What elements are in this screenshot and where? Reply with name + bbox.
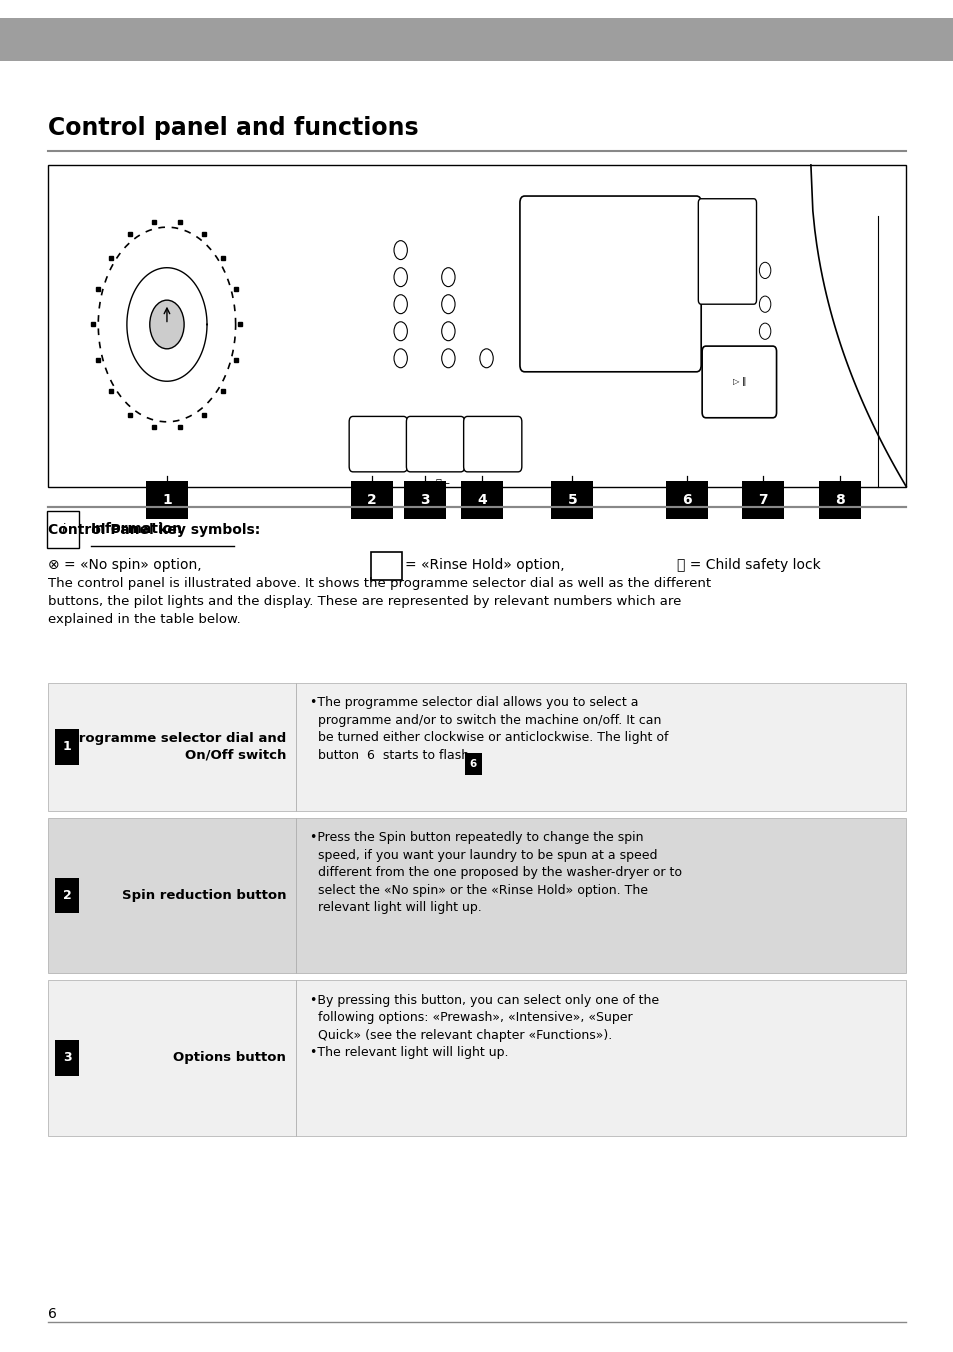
Text: Spin reduction button: Spin reduction button <box>122 890 286 902</box>
FancyBboxPatch shape <box>295 980 905 1136</box>
Text: The control panel is illustrated above. It shows the programme selector dial as : The control panel is illustrated above. … <box>48 577 710 626</box>
Text: Control panel and functions: Control panel and functions <box>48 116 417 141</box>
Text: 8: 8 <box>834 493 843 507</box>
FancyBboxPatch shape <box>48 165 905 487</box>
Text: 2: 2 <box>367 493 376 507</box>
FancyBboxPatch shape <box>551 481 593 519</box>
Text: 1: 1 <box>63 741 71 753</box>
Circle shape <box>479 349 493 368</box>
Text: 7: 7 <box>758 493 767 507</box>
FancyBboxPatch shape <box>349 416 407 472</box>
Text: Information: Information <box>91 522 183 537</box>
Text: 2: 2 <box>63 890 71 902</box>
Circle shape <box>441 268 455 287</box>
FancyBboxPatch shape <box>48 818 295 973</box>
FancyBboxPatch shape <box>460 481 502 519</box>
FancyBboxPatch shape <box>0 18 953 61</box>
FancyBboxPatch shape <box>701 346 776 418</box>
Text: 6: 6 <box>469 758 476 769</box>
FancyBboxPatch shape <box>295 683 905 811</box>
Circle shape <box>394 349 407 368</box>
Text: i: i <box>61 523 65 535</box>
Text: •By pressing this button, you can select only one of the
  following options: «P: •By pressing this button, you can select… <box>310 994 659 1059</box>
FancyBboxPatch shape <box>818 481 860 519</box>
Circle shape <box>394 268 407 287</box>
Text: 6: 6 <box>681 493 691 507</box>
FancyBboxPatch shape <box>48 683 295 811</box>
Circle shape <box>394 322 407 341</box>
Circle shape <box>759 296 770 312</box>
Text: •Press the Spin button repeatedly to change the spin
  speed, if you want your l: •Press the Spin button repeatedly to cha… <box>310 831 681 914</box>
Circle shape <box>759 323 770 339</box>
FancyBboxPatch shape <box>519 196 700 372</box>
Circle shape <box>394 241 407 260</box>
Text: Options button: Options button <box>173 1052 286 1064</box>
FancyBboxPatch shape <box>55 879 79 914</box>
Circle shape <box>441 322 455 341</box>
Text: 3: 3 <box>63 1052 71 1064</box>
FancyBboxPatch shape <box>55 1041 79 1076</box>
Circle shape <box>394 295 407 314</box>
Text: Control Panel key symbols:: Control Panel key symbols: <box>48 523 259 537</box>
FancyBboxPatch shape <box>146 481 188 519</box>
Circle shape <box>441 295 455 314</box>
Text: 4: 4 <box>476 493 486 507</box>
FancyBboxPatch shape <box>665 481 707 519</box>
Text: ⊗ = «No spin» option,: ⊗ = «No spin» option, <box>48 558 201 572</box>
Text: 3: 3 <box>419 493 429 507</box>
Text: = «Rinse Hold» option,: = «Rinse Hold» option, <box>405 558 564 572</box>
Text: 5: 5 <box>567 493 577 507</box>
FancyBboxPatch shape <box>48 980 295 1136</box>
FancyBboxPatch shape <box>406 416 464 472</box>
FancyBboxPatch shape <box>464 753 481 775</box>
Text: Programme selector dial and
On/Off switch: Programme selector dial and On/Off switc… <box>69 731 286 763</box>
FancyBboxPatch shape <box>741 481 783 519</box>
FancyBboxPatch shape <box>47 511 79 548</box>
Circle shape <box>441 349 455 368</box>
FancyBboxPatch shape <box>698 199 756 304</box>
FancyBboxPatch shape <box>403 481 445 519</box>
Circle shape <box>759 262 770 279</box>
FancyBboxPatch shape <box>463 416 521 472</box>
FancyBboxPatch shape <box>351 481 393 519</box>
Text: 6: 6 <box>48 1307 56 1321</box>
FancyBboxPatch shape <box>55 730 79 765</box>
Circle shape <box>150 300 184 349</box>
Text: 🔒 = Child safety lock: 🔒 = Child safety lock <box>677 558 821 572</box>
Text: 1: 1 <box>162 493 172 507</box>
FancyBboxPatch shape <box>295 818 905 973</box>
FancyBboxPatch shape <box>371 552 401 580</box>
Text: – 🔒 –: – 🔒 – <box>428 477 449 488</box>
Text: ▷ ‖: ▷ ‖ <box>732 377 745 387</box>
Text: •The programme selector dial allows you to select a
  programme and/or to switch: •The programme selector dial allows you … <box>310 696 668 761</box>
